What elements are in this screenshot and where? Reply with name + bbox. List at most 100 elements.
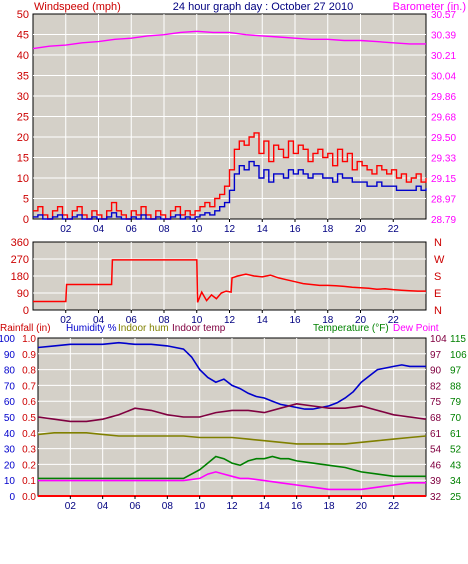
y-tick-label: 97 xyxy=(430,350,442,361)
y-tick-label: 0.4 xyxy=(22,429,36,440)
series-gust xyxy=(33,132,427,220)
x-tick-label: 10 xyxy=(191,315,203,326)
series-dew_point xyxy=(38,471,426,491)
y-tick-label: 30.04 xyxy=(431,72,456,83)
x-tick-label: 18 xyxy=(322,315,334,326)
x-tick-label: 06 xyxy=(126,315,138,326)
y-tick-label: W xyxy=(434,254,445,266)
y-tick-label: N xyxy=(434,237,442,249)
x-tick-label: 08 xyxy=(162,501,174,512)
x-tick-label: 22 xyxy=(388,315,400,326)
rainfall-ticks: 0.0 0.1 0.2 0.3 0.4 0.5 0.6 0.7 0.8 0.9 1.0 xyxy=(22,334,36,503)
y-tick-label: 35 xyxy=(17,71,29,83)
y-tick-label: 0 xyxy=(23,214,29,226)
y-tick-label: 0.9 xyxy=(22,350,36,361)
y-tick-label: 43 xyxy=(450,460,462,471)
x-tick-label: 20 xyxy=(356,501,368,512)
x-tick-label: 06 xyxy=(129,501,141,512)
y-tick-label: 32 xyxy=(430,492,442,503)
x-tick-label: 18 xyxy=(322,224,334,235)
dew-point-label: Dew Point xyxy=(393,323,439,334)
y-tick-label: 46 xyxy=(430,460,442,471)
y-tick-label: 29.50 xyxy=(431,133,456,144)
x-tick-label: 04 xyxy=(93,224,105,235)
y-tick-label: 28.97 xyxy=(431,195,456,206)
humidity-ticks: 0 10 20 30 40 50 60 70 80 90 100 xyxy=(0,334,15,503)
y-tick-label: 68 xyxy=(430,413,442,424)
x-tick-label: 12 xyxy=(224,315,236,326)
y-tick-label: 29.15 xyxy=(431,174,456,185)
y-tick-label: 10 xyxy=(17,173,29,185)
x-tick-label: 16 xyxy=(291,501,303,512)
y-tick-label: 79 xyxy=(450,397,462,408)
y-tick-label: 45 xyxy=(17,30,29,42)
wind-right-ticks: 28.79 28.97 29.15 29.33 29.50 29.68 29.86 30.04… xyxy=(431,10,456,226)
direction-series xyxy=(33,259,426,303)
x-tick-label: 14 xyxy=(257,315,269,326)
y-tick-label: 106 xyxy=(450,350,467,361)
direction-left-ticks: 0 90 180 270 360 xyxy=(11,237,29,317)
y-tick-label: 100 xyxy=(0,334,15,345)
wind-grid xyxy=(33,14,426,219)
y-tick-label: 28.79 xyxy=(431,215,456,226)
y-tick-label: 0 xyxy=(23,305,29,317)
y-tick-label: 70 xyxy=(4,381,16,392)
series-dir xyxy=(33,259,426,303)
x-tick-label: 14 xyxy=(259,501,271,512)
y-tick-label: 88 xyxy=(450,381,462,392)
temperature-panel: Rainfall (in) Humidity % Indoor hum Indo… xyxy=(0,323,467,512)
y-tick-label: 360 xyxy=(11,237,29,249)
wind-x-ticks: 02 04 06 08 10 12 14 16 18 20 22 xyxy=(60,219,399,235)
x-tick-label: 08 xyxy=(158,315,170,326)
y-tick-label: 30 xyxy=(4,445,16,456)
y-tick-label: 0.0 xyxy=(22,492,36,503)
x-tick-label: 10 xyxy=(194,501,206,512)
indoor-hum-label: Indoor hum xyxy=(118,323,169,334)
x-tick-label: 12 xyxy=(224,224,236,235)
y-tick-label: 0.2 xyxy=(22,460,36,471)
y-tick-label: E xyxy=(434,288,441,300)
y-tick-label: 0.6 xyxy=(22,397,36,408)
y-tick-label: N xyxy=(434,305,442,317)
y-tick-label: 0.1 xyxy=(22,476,36,487)
series-temperature xyxy=(38,455,426,480)
y-tick-label: 80 xyxy=(4,366,16,377)
wind-left-axis-label: Windspeed (mph) xyxy=(34,1,121,13)
series-avg xyxy=(33,160,427,220)
y-tick-label: 90 xyxy=(17,288,29,300)
y-tick-label: 29.68 xyxy=(431,113,456,124)
wind-left-ticks: 0 5 10 15 20 25 30 35 40 45 50 xyxy=(17,9,29,226)
y-tick-label: 104 xyxy=(430,334,447,345)
wind-chart-title: 24 hour graph day : October 27 2010 xyxy=(173,1,353,13)
y-tick-label: 15 xyxy=(17,153,29,165)
x-tick-label: 02 xyxy=(65,501,77,512)
y-tick-label: 20 xyxy=(17,132,29,144)
y-tick-label: 20 xyxy=(4,460,16,471)
wind-right-axis-label: Barometer (in.) xyxy=(393,1,466,13)
y-tick-label: 0.7 xyxy=(22,381,36,392)
y-tick-label: 0.8 xyxy=(22,366,36,377)
y-tick-label: 60 xyxy=(4,397,16,408)
y-tick-label: 5 xyxy=(23,194,29,206)
y-tick-label: 75 xyxy=(430,397,442,408)
temperature-ticks-a: 32 39 46 54 61 68 75 82 90 97 104 xyxy=(430,334,447,503)
y-tick-label: 0.3 xyxy=(22,445,36,456)
x-tick-label: 02 xyxy=(60,224,72,235)
temperature-ticks-b: 25 34 43 52 61 70 79 88 97 106 115 xyxy=(450,334,467,503)
series-baro xyxy=(32,30,426,50)
temperature-x-ticks: 02 04 06 08 10 12 14 16 18 20 22 xyxy=(65,496,400,512)
x-tick-label: 14 xyxy=(257,224,269,235)
direction-x-ticks: 02 04 06 08 10 12 14 16 18 20 22 xyxy=(60,310,399,326)
wind-series xyxy=(32,30,427,220)
y-tick-label: 115 xyxy=(450,334,466,345)
x-tick-label: 18 xyxy=(323,501,335,512)
y-tick-label: 0.5 xyxy=(22,413,36,424)
series-indoor_hum xyxy=(37,432,427,445)
y-tick-label: 90 xyxy=(4,350,16,361)
humidity-label: Humidity % xyxy=(66,323,117,334)
x-tick-label: 16 xyxy=(289,224,301,235)
y-tick-label: 30.21 xyxy=(431,51,456,62)
y-tick-label: S xyxy=(434,271,441,283)
